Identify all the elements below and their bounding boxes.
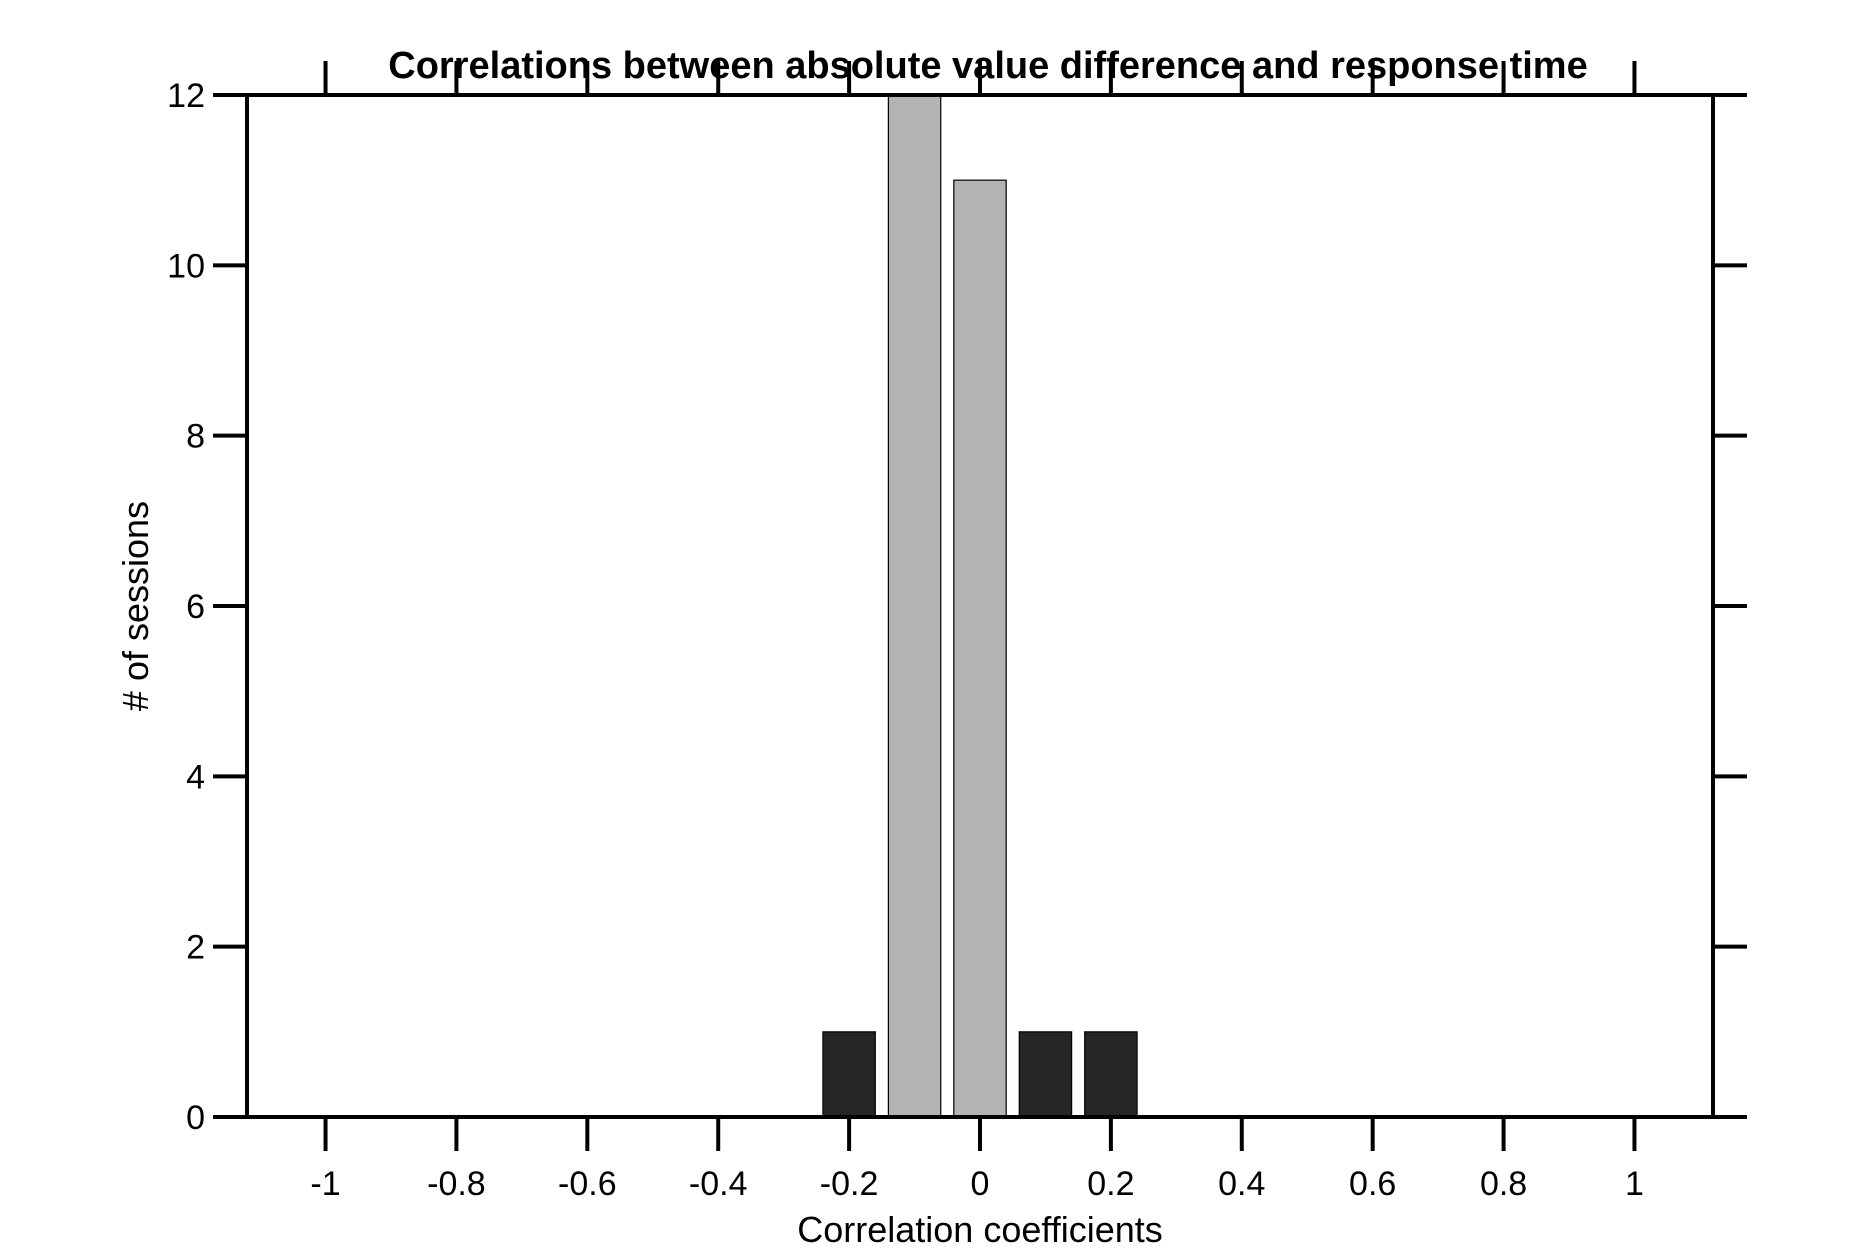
x-tick-label: -0.2 xyxy=(820,1165,879,1203)
y-tick-label: 4 xyxy=(186,758,205,796)
histogram-bar xyxy=(887,94,942,1118)
x-ticks-layer: -1 -0.8 -0.6 -0.4 -0.2 0 0.2 0.4 0.6 0.8 1 xyxy=(310,61,1644,1203)
y-tick-label: 12 xyxy=(167,77,205,115)
x-tick-label: 0.6 xyxy=(1349,1165,1396,1203)
x-tick-label: -0.6 xyxy=(558,1165,617,1203)
x-tick-label: -0.4 xyxy=(689,1165,748,1203)
x-axis-label: Correlation coefficients xyxy=(797,1209,1163,1250)
histogram-bar xyxy=(1018,1031,1073,1118)
x-tick-label: 1 xyxy=(1625,1165,1644,1203)
chart-title: Correlations between absolute value diff… xyxy=(388,45,1587,87)
x-tick-label: 0.2 xyxy=(1087,1165,1134,1203)
y-tick-label: 2 xyxy=(186,929,205,967)
y-tick-label: 0 xyxy=(186,1099,205,1137)
histogram-bar xyxy=(822,1031,876,1118)
x-tick-label: -1 xyxy=(310,1165,340,1203)
y-ticks-layer: 0 2 4 6 8 10 12 xyxy=(167,77,1747,1137)
histogram-bar xyxy=(953,179,1007,1118)
x-tick-label: 0 xyxy=(971,1165,990,1203)
y-tick-label: 10 xyxy=(167,247,205,285)
y-axis-label: # of sessions xyxy=(115,501,156,711)
y-tick-label: 6 xyxy=(186,588,205,626)
y-tick-label: 8 xyxy=(186,418,205,456)
x-tick-label: 0.4 xyxy=(1218,1165,1265,1203)
x-tick-label: 0.8 xyxy=(1480,1165,1527,1203)
x-tick-label: -0.8 xyxy=(427,1165,486,1203)
histogram-bar xyxy=(1084,1031,1138,1118)
